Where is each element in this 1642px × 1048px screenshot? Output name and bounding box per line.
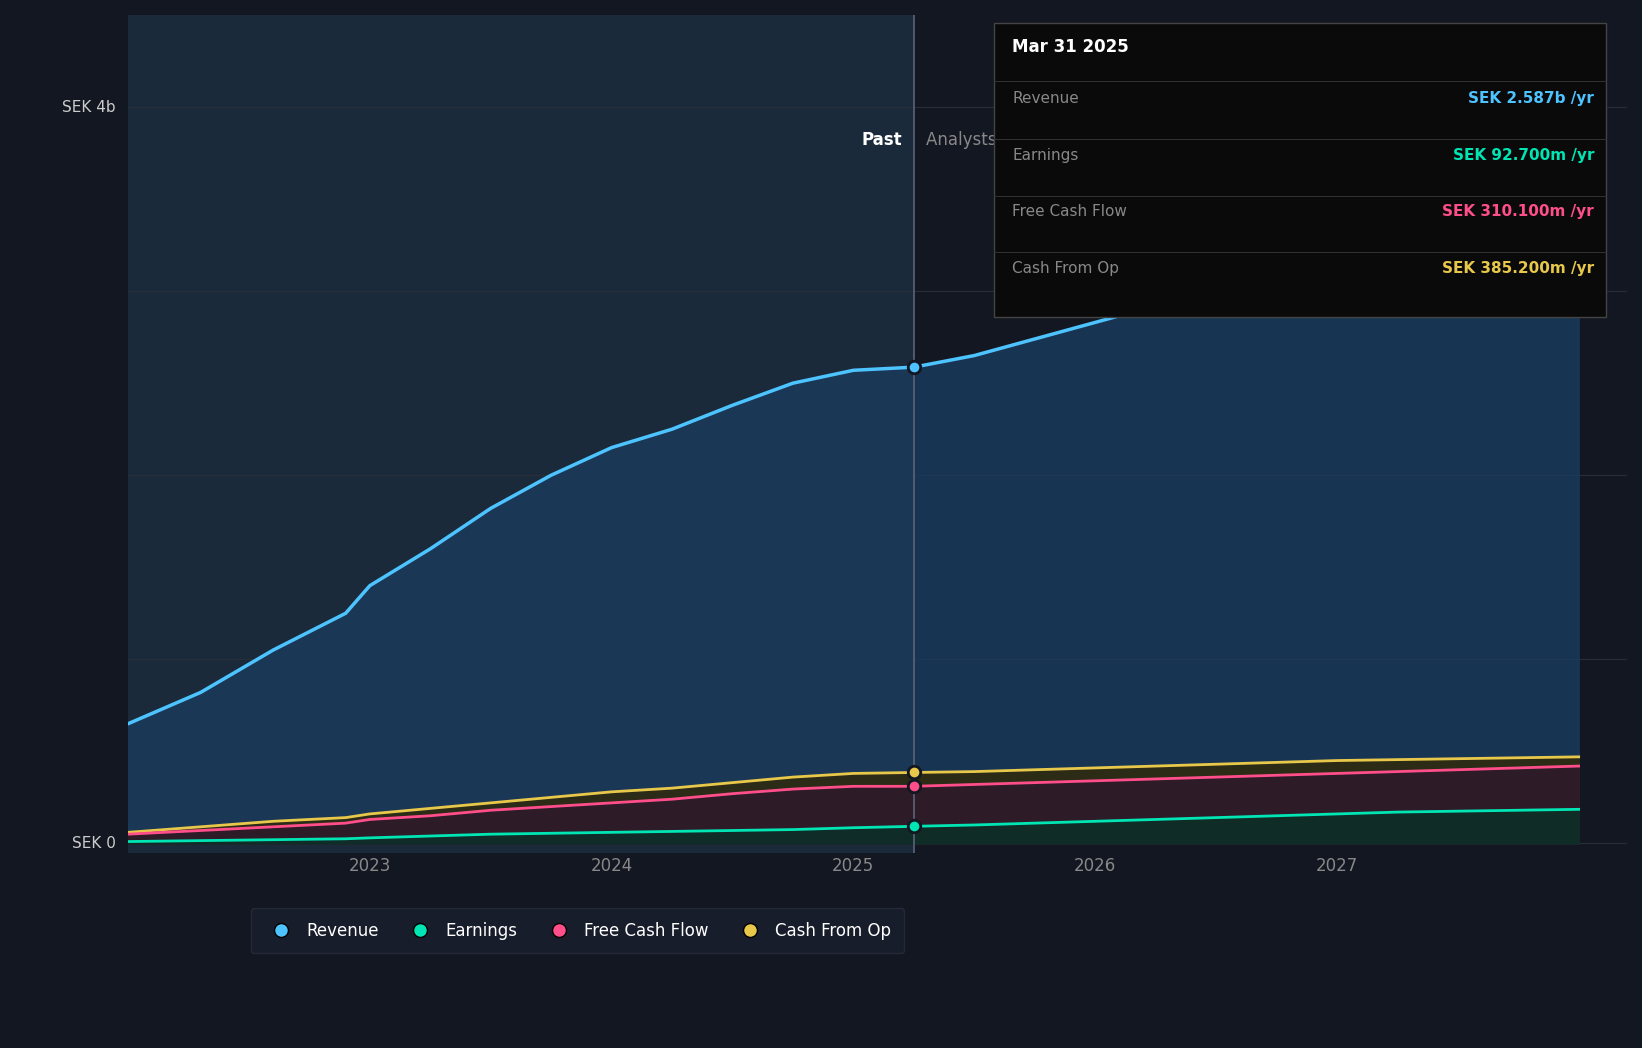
FancyBboxPatch shape (995, 23, 1606, 316)
Text: SEK 310.100m /yr: SEK 310.100m /yr (1442, 204, 1594, 219)
Text: SEK 4b: SEK 4b (62, 100, 117, 114)
Text: Cash From Op: Cash From Op (1013, 261, 1120, 276)
Text: Free Cash Flow: Free Cash Flow (1013, 204, 1128, 219)
Text: Analysts Forecasts: Analysts Forecasts (926, 131, 1080, 149)
Text: SEK 92.700m /yr: SEK 92.700m /yr (1453, 148, 1594, 162)
Bar (128, 15, 915, 853)
Legend: Revenue, Earnings, Free Cash Flow, Cash From Op: Revenue, Earnings, Free Cash Flow, Cash … (251, 909, 905, 953)
Text: Mar 31 2025: Mar 31 2025 (1013, 38, 1130, 56)
Text: Revenue: Revenue (1013, 91, 1079, 107)
Text: SEK 0: SEK 0 (72, 836, 117, 851)
Text: SEK 2.587b /yr: SEK 2.587b /yr (1468, 91, 1594, 107)
Text: SEK 385.200m /yr: SEK 385.200m /yr (1442, 261, 1594, 276)
Text: Past: Past (860, 131, 901, 149)
Text: Earnings: Earnings (1013, 148, 1079, 162)
